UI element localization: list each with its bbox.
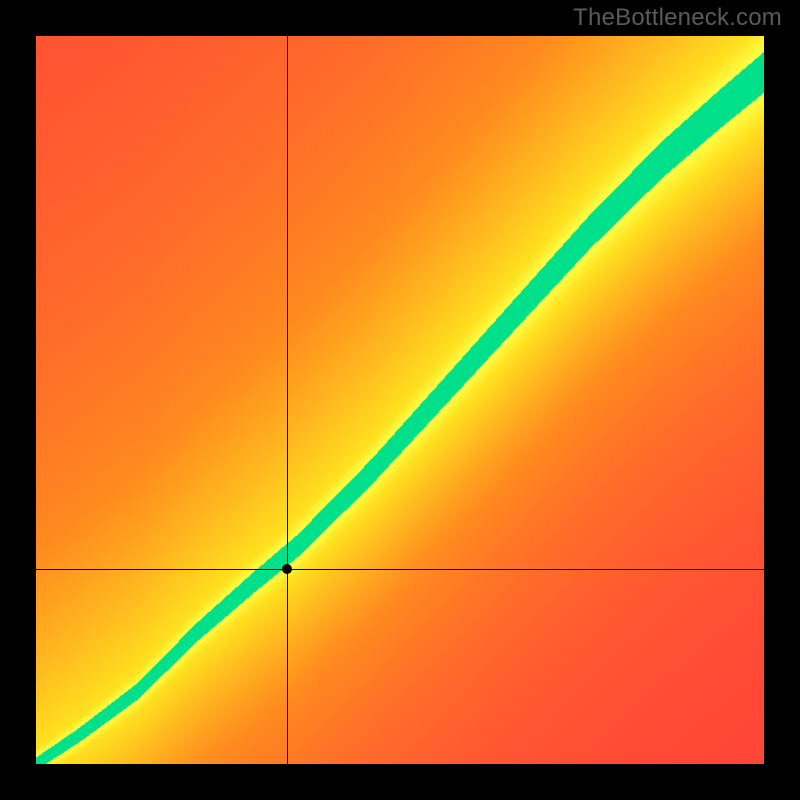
heatmap-canvas (36, 36, 764, 764)
watermark-text: TheBottleneck.com (573, 4, 782, 32)
crosshair-vertical (287, 36, 288, 764)
crosshair-horizontal (36, 569, 764, 570)
heatmap-plot (36, 36, 764, 764)
data-point-marker (282, 564, 292, 574)
